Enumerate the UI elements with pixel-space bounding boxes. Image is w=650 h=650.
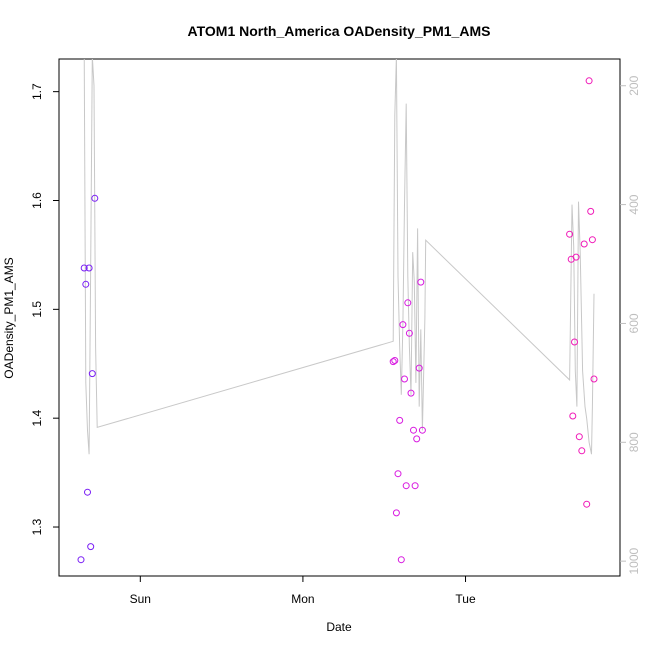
data-point xyxy=(415,364,423,372)
data-point xyxy=(394,470,402,478)
data-point xyxy=(569,412,577,420)
data-point xyxy=(397,556,405,564)
y-tick-label: 1.7 xyxy=(30,83,44,100)
right-y-tick-label: 1000 xyxy=(627,547,641,574)
data-point xyxy=(82,280,90,288)
data-point xyxy=(585,77,593,85)
data-point xyxy=(566,230,574,238)
data-point xyxy=(580,240,588,248)
data-point xyxy=(391,357,399,364)
data-point xyxy=(590,375,598,383)
y-tick-label: 1.4 xyxy=(30,410,44,427)
y-tick-label: 1.6 xyxy=(30,192,44,209)
x-tick-label: Tue xyxy=(455,592,476,606)
data-point xyxy=(413,435,421,443)
pressure-line-layer xyxy=(83,59,595,455)
data-point xyxy=(405,329,413,337)
right-y-tick-label: 400 xyxy=(627,194,641,214)
right-y-tick-label: 800 xyxy=(627,432,641,452)
x-tick-label: Mon xyxy=(291,592,314,606)
data-point xyxy=(410,426,417,434)
right-y-tick-label: 200 xyxy=(627,75,641,95)
data-point xyxy=(578,447,586,455)
data-point xyxy=(401,375,408,383)
data-point xyxy=(583,500,591,508)
data-point xyxy=(417,278,425,286)
data-point xyxy=(575,433,583,441)
data-point xyxy=(87,543,95,551)
data-point xyxy=(572,253,580,261)
right-y-tick-label: 600 xyxy=(627,313,641,333)
y-axis-label: OADensity_PM1_AMS xyxy=(2,257,16,378)
data-point xyxy=(404,299,412,307)
data-point xyxy=(407,389,415,397)
data-point xyxy=(88,370,96,378)
data-points-layer xyxy=(77,77,598,564)
y-axis: 1.3 1.4 1.5 1.6 1.7 xyxy=(30,83,59,535)
y-tick-label: 1.3 xyxy=(30,518,44,535)
data-point xyxy=(85,264,93,272)
data-point xyxy=(389,358,397,366)
plot-frame xyxy=(58,58,621,577)
data-point xyxy=(77,556,85,564)
x-tick-label: Sun xyxy=(130,592,151,606)
data-point xyxy=(91,194,99,202)
chart-title: ATOM1 North_America OADensity_PM1_AMS xyxy=(188,23,491,39)
data-point xyxy=(411,482,419,490)
data-point xyxy=(84,488,91,496)
pressure-line xyxy=(83,59,595,455)
right-y-axis: 200 400 600 800 1000 xyxy=(620,75,641,574)
data-point xyxy=(571,338,578,346)
data-point xyxy=(399,321,407,329)
x-axis-label: Date xyxy=(326,620,352,634)
data-point xyxy=(392,509,400,517)
data-point xyxy=(587,207,595,215)
data-point xyxy=(418,426,426,434)
data-point xyxy=(396,416,404,424)
data-point xyxy=(402,482,410,490)
data-point xyxy=(588,236,596,244)
x-axis: Sun Mon Tue xyxy=(130,576,476,606)
y-tick-label: 1.5 xyxy=(30,301,44,318)
data-point xyxy=(80,264,88,272)
